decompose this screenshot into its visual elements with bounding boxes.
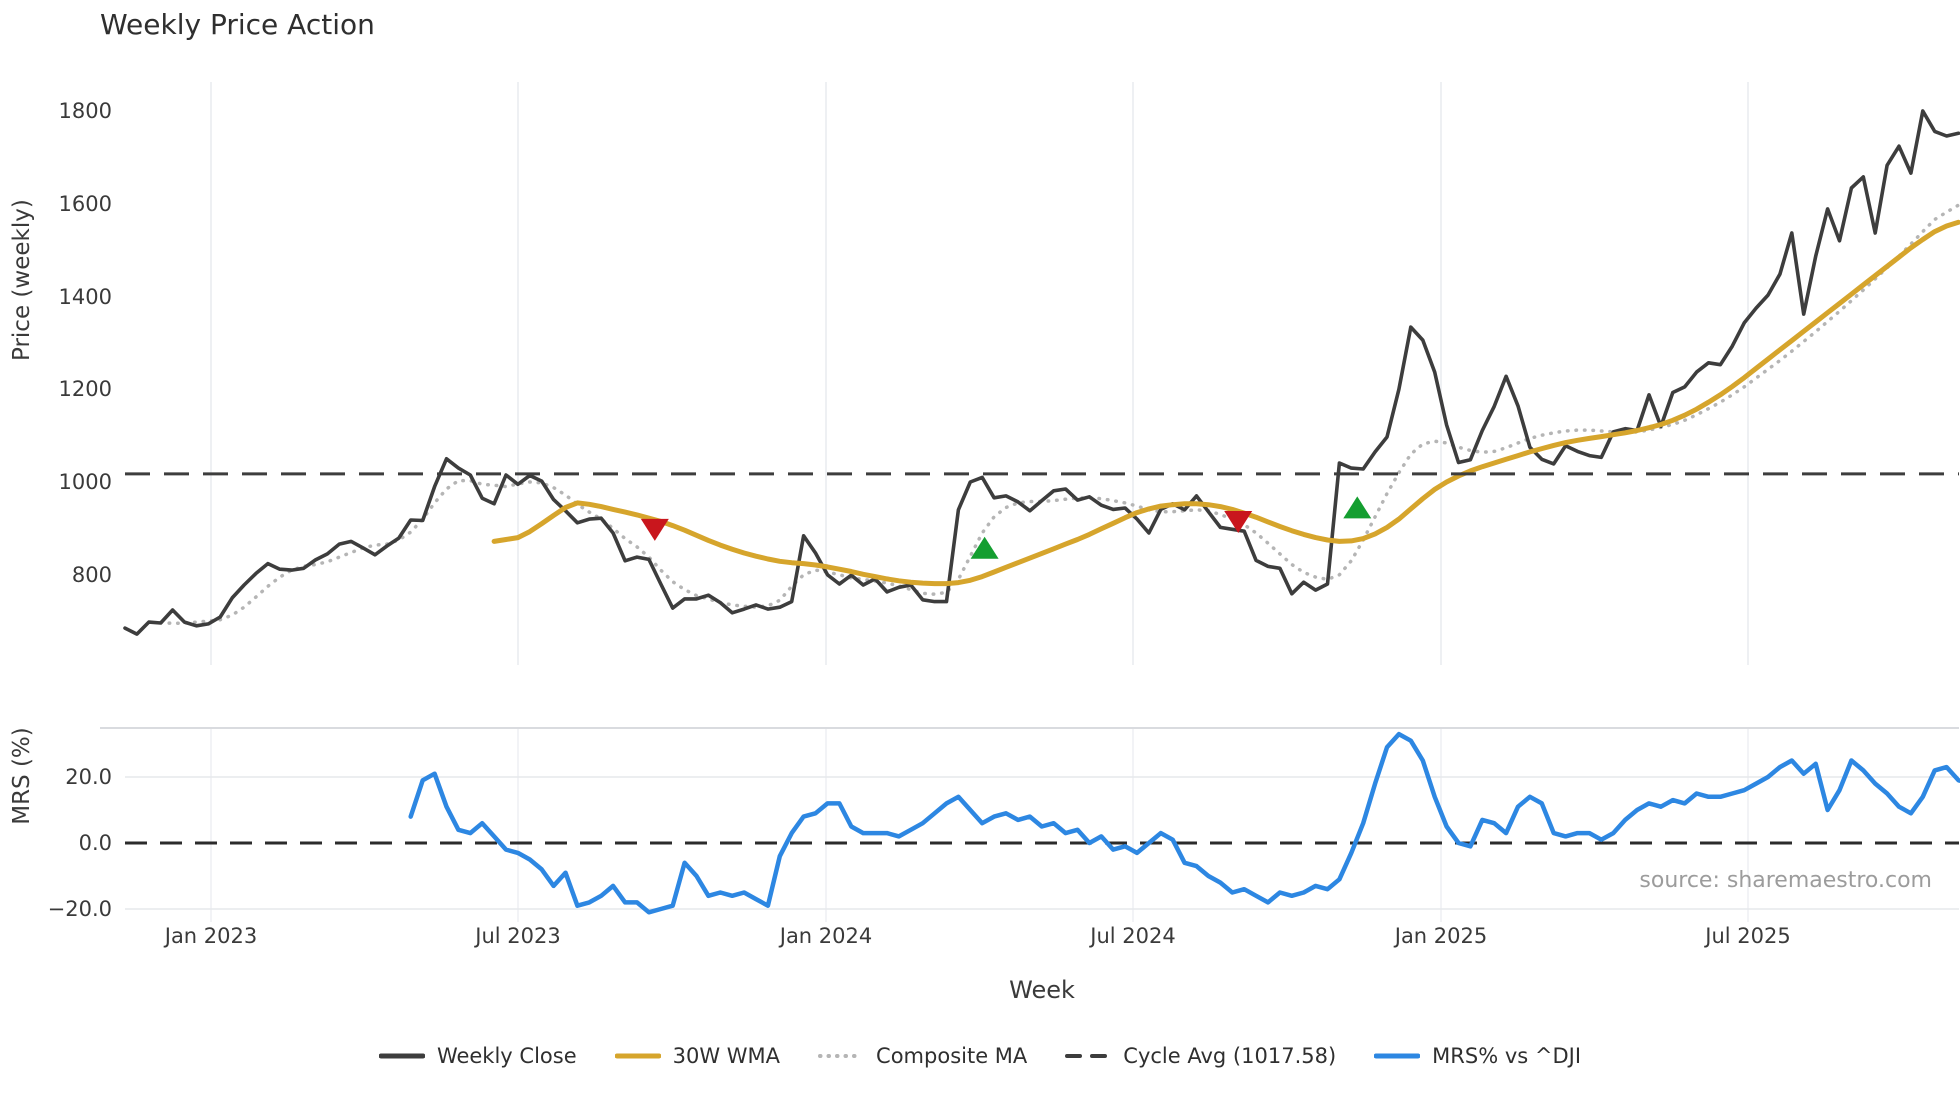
legend-swatch-solid: [614, 1053, 661, 1059]
legend-swatch-dashed: [1065, 1054, 1112, 1058]
legend-swatch-solid: [378, 1053, 425, 1059]
legend-item-composite-ma: Composite MA: [818, 1044, 1027, 1068]
x-tick-jul-2023: Jul 2023: [475, 924, 561, 948]
price-ytick-1000: 1000: [58, 470, 112, 494]
mrs-ytick--20: −20.0: [47, 897, 112, 921]
legend-item-cycle-avg-1017-58-: Cycle Avg (1017.58): [1065, 1044, 1336, 1068]
composite-ma-line: [158, 203, 1960, 626]
x-tick-jul-2024: Jul 2024: [1090, 924, 1176, 948]
sell-signal-marker: [640, 518, 669, 541]
x-tick-jan-2025: Jan 2025: [1394, 924, 1488, 948]
legend-label: Cycle Avg (1017.58): [1123, 1044, 1337, 1068]
legend-label: Composite MA: [876, 1044, 1028, 1068]
price-ytick-1200: 1200: [58, 377, 112, 402]
buy-signal-marker: [970, 536, 999, 559]
legend-swatch-dotted: [818, 1054, 865, 1058]
price-ytick-1800: 1800: [58, 99, 112, 123]
x-axis-label: Week: [1009, 976, 1075, 1004]
price-ytick-800: 800: [71, 562, 112, 587]
legend-label: 30W WMA: [672, 1044, 781, 1068]
legend: Weekly Close 30W WMA Composite MA Cycle Avg…: [0, 1044, 1960, 1068]
wma-30w-line: [491, 219, 1960, 587]
price-ytick-1600: 1600: [58, 191, 112, 216]
x-tick-jul-2025: Jul 2025: [1705, 924, 1791, 948]
legend-label: Weekly Close: [436, 1044, 577, 1068]
legend-swatch-solid: [1374, 1053, 1421, 1059]
sell-signal-marker: [1224, 510, 1253, 533]
price-ytick-1400: 1400: [58, 284, 112, 309]
watermark: source: sharemaestro.com: [1639, 868, 1932, 893]
mrs-line: [408, 731, 1960, 915]
chart-title: Weekly Price Action: [100, 8, 375, 41]
legend-item-weekly-close: Weekly Close: [378, 1044, 577, 1068]
legend-item-30w-wma: 30W WMA: [614, 1044, 781, 1068]
x-tick-jan-2024: Jan 2024: [779, 924, 873, 948]
weekly-close-line: [123, 109, 1960, 636]
price-axis-label: Price (weekly): [9, 199, 35, 361]
x-tick-jan-2023: Jan 2023: [164, 924, 258, 948]
legend-item-mrs-vs-dji: MRS% vs ^DJI: [1374, 1044, 1581, 1068]
mrs-ytick-20: 20.0: [65, 765, 112, 789]
mrs-ytick-0: 0.0: [78, 831, 112, 855]
buy-signal-marker: [1343, 496, 1372, 519]
legend-label: MRS% vs ^DJI: [1432, 1044, 1582, 1068]
